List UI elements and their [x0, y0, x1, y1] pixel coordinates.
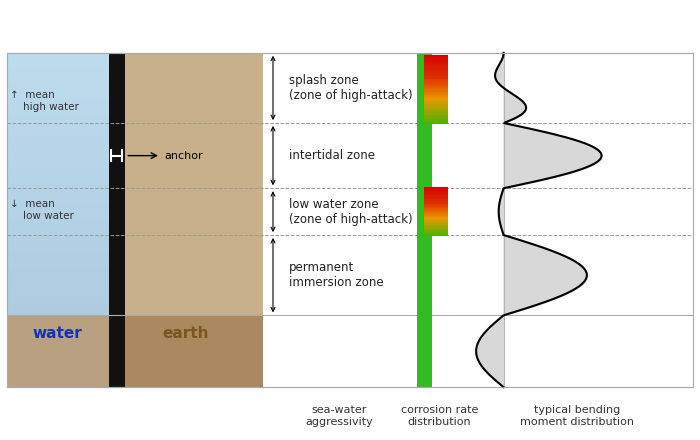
Text: low water zone
(zone of high-attack): low water zone (zone of high-attack): [289, 198, 413, 226]
Text: intertidal zone: intertidal zone: [289, 149, 375, 162]
Text: anchor: anchor: [164, 150, 203, 161]
Text: typical bending
moment distribution: typical bending moment distribution: [521, 405, 634, 427]
Text: ↓  mean
    low water: ↓ mean low water: [10, 199, 74, 221]
Text: ↑  mean
    high water: ↑ mean high water: [10, 90, 79, 112]
Text: water: water: [33, 326, 83, 341]
Text: earth: earth: [162, 326, 209, 341]
Text: corrosion rate
distribution: corrosion rate distribution: [400, 405, 478, 427]
Text: permanent
immersion zone: permanent immersion zone: [289, 261, 384, 289]
Bar: [7, 53, 693, 387]
Text: sea-water
aggressivity: sea-water aggressivity: [306, 405, 373, 427]
Text: splash zone
(zone of high-attack): splash zone (zone of high-attack): [289, 74, 413, 102]
